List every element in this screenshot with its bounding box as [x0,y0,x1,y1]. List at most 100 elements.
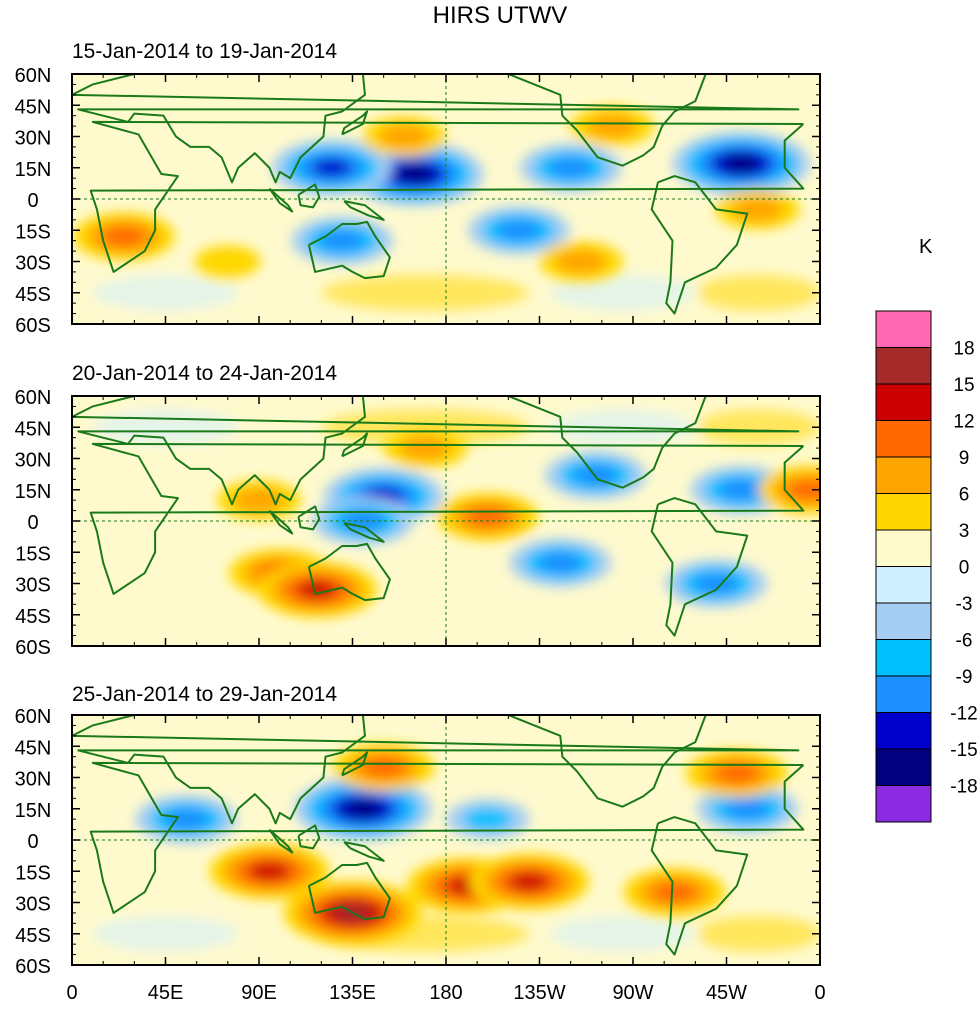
coastline [268,828,294,854]
lat-tick-label: 60S [15,637,51,659]
colorbar-level-label: -12 [950,704,977,725]
lat-tick-label: 0 [27,190,38,212]
lon-tick-label: 180 [429,982,462,1004]
coastline [341,432,369,458]
coastline [268,187,294,213]
anomaly-contour [787,479,820,501]
coastline [307,220,391,280]
anomaly-contour [548,157,593,179]
anomaly-contour [652,881,697,903]
anomaly-contour [379,124,430,149]
coastline [343,200,385,221]
coastline [89,761,805,914]
lat-tick-label: 45N [15,418,52,440]
anomaly-contour [462,807,513,832]
colorbar-level-label: 9 [959,448,970,469]
coastline [650,497,749,637]
lon-tick-label: 0 [66,982,77,1004]
coastline [343,522,385,543]
coastline [650,175,749,315]
colorbar-swatch [875,712,932,750]
colorbar-swatch [875,602,932,640]
lat-tick-label: 45S [15,284,51,306]
anomaly-contour [311,158,352,178]
anomaly-contour [732,197,783,222]
anomaly-contour [719,479,763,501]
coastline [72,715,800,825]
map-panel-2: 60N 45N 30N 15N 0 15S 30S 45S 60S [15,387,821,659]
anomaly-contour [715,763,759,784]
lon-tick-label: 0 [814,982,825,1004]
anomaly-contour [102,226,146,247]
lon-tick-label: 90W [612,982,653,1004]
background-band [92,915,239,952]
lat-tick-label: 60N [15,706,52,728]
lat-tick-label: 45S [15,925,51,947]
background-band [92,274,239,311]
coastline [89,120,805,273]
lat-tick-label: 30N [15,769,52,791]
lat-tick-label: 30N [15,128,52,150]
colorbar-swatch [875,420,932,458]
lat-tick-label: 45N [15,737,52,759]
anomaly-contour [725,798,770,820]
anomaly-contour [249,861,290,881]
background-band [321,409,530,446]
panel-3-title: 25-Jan-2014 to 29-Jan-2014 [72,683,338,706]
colorbar-swatch [875,383,932,421]
colorbar-level-label: 6 [959,485,970,506]
anomaly-contour [164,808,209,830]
lat-tick-label: 15S [15,221,51,243]
colorbar-swatch [875,675,932,713]
anomaly-contour [465,506,510,528]
panel-1-title: 15-Jan-2014 to 19-Jan-2014 [72,40,338,63]
lat-tick-label: 15N [15,481,52,503]
coastline [297,505,321,531]
anomaly-contour [400,436,451,461]
lat-tick-label: 60N [15,387,52,409]
lon-tick-label: 135W [513,982,565,1004]
colorbar-level-label: 18 [953,339,974,360]
colorbar-swatch [875,785,932,823]
coastline [466,396,707,489]
anomaly-contour [538,552,583,573]
colorbar-swatch [875,566,932,604]
colorbar: 18 15 12 9 6 3 0 -3 -6 -9 -12 -15 -18 [875,310,978,823]
lat-tick-label: 60N [15,65,52,87]
colorbar-level-label: 12 [953,412,974,433]
coastline [268,509,294,535]
background-band [695,409,820,446]
coastline [307,542,391,602]
background-band [321,274,530,311]
anomaly-contour [509,872,550,892]
lat-tick-label: 60S [15,315,51,337]
lat-tick-label: 45S [15,606,51,628]
anomaly-contour [344,800,382,818]
colorbar-level-label: 3 [959,521,970,542]
lon-tick-label: 45W [706,982,747,1004]
background-band [695,274,820,311]
background-band [695,915,820,952]
colorbar-level-label: -15 [950,740,977,761]
colorbar-level-label: -9 [956,667,973,688]
lat-tick-label: 30S [15,575,51,597]
coastline [466,74,707,167]
coastline [343,841,385,862]
lat-tick-label: 45N [15,96,52,118]
coastline [297,183,321,209]
colorbar-level-label: -6 [956,631,973,652]
lat-tick-label: 15S [15,543,51,565]
anomaly-contour [587,114,638,139]
lat-tick-label: 15N [15,159,52,181]
lat-tick-label: 30S [15,894,51,916]
anomaly-contour [722,154,760,173]
colorbar-swatch [875,639,932,677]
map-panel-3: 60N 45N 30N 15N 0 15S 30S 45S 60S [15,706,821,978]
anomaly-contour [496,219,541,241]
colorbar-unit-label: K [919,236,933,258]
coastline [466,715,707,808]
panel-2-title: 20-Jan-2014 to 24-Jan-2014 [72,362,338,385]
lat-tick-label: 0 [27,831,38,853]
lat-tick-label: 30S [15,253,51,275]
